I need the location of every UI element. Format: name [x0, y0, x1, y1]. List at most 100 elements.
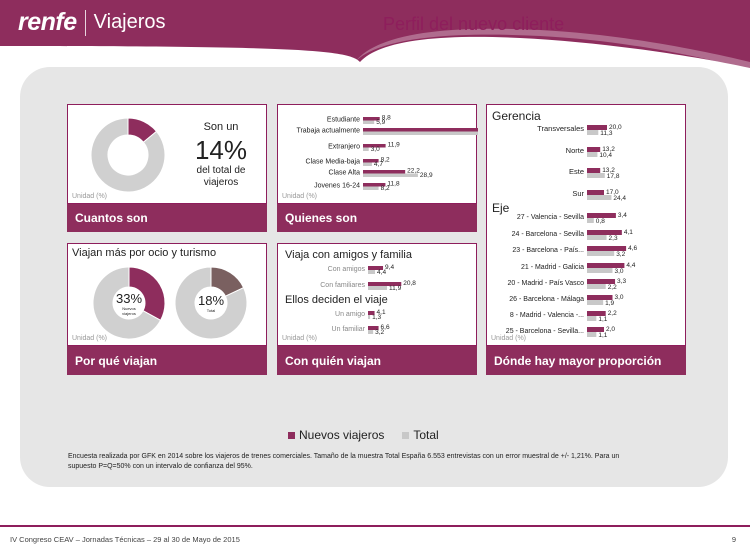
legend-item-total: Total — [402, 428, 439, 442]
quienes-value-label-nuevos: 8,8 — [382, 115, 391, 122]
conquien-bar-total — [368, 270, 376, 274]
eje-category-label: 21 - Madrid - Galicia — [521, 264, 584, 271]
eje-value-label-nuevos: 2,0 — [606, 326, 615, 333]
gerencia-value-label-total: 10,4 — [599, 152, 612, 159]
gerencia-value-label-total: 24,4 — [613, 195, 626, 202]
logo-divider — [84, 9, 86, 36]
eje-value-label-total: 2,2 — [608, 284, 617, 291]
conquien-value-label-total: 4,4 — [377, 269, 386, 276]
conquien-value-label-nuevos: 6,6 — [381, 324, 390, 331]
renfe-logo: renfe Viajeros — [18, 8, 166, 37]
quienes-value-label-total: 4,7 — [374, 161, 383, 168]
gerencia-bar-nuevos — [587, 168, 601, 173]
panel-donde: Gerencia Eje Transversales 20,0 11,3 Norte 1… — [486, 104, 686, 346]
eje-bar-total — [587, 284, 606, 289]
gerencia-bar-nuevos — [587, 125, 607, 130]
legend-item-nuevos: Nuevos viajeros — [288, 428, 384, 442]
eje-value-label-nuevos: 2,2 — [608, 310, 617, 317]
quienes-bar-nuevos — [363, 183, 386, 187]
quienes-category-label: Jovenes 16-24 — [314, 183, 360, 190]
porque-total-hole — [195, 287, 227, 319]
page-title: Perfil del nuevo cliente — [383, 14, 565, 34]
band-quienes: Quienes son — [277, 204, 477, 232]
cuantos-line1: Son un — [203, 121, 239, 133]
conquien-value-label-total: 1,3 — [372, 314, 381, 321]
conquien-value-label-nuevos: 20,8 — [403, 280, 416, 287]
donde-heading2: Eje — [492, 201, 510, 215]
quienes-category-label: Clase Alta — [328, 170, 360, 177]
eje-value-label-total: 0,8 — [596, 218, 605, 225]
panel-cuantos: Son un 14% del total de viajeros Unidad … — [67, 104, 267, 204]
gerencia-value-label-total: 11,3 — [600, 130, 613, 137]
pie2-label: Total — [206, 308, 216, 313]
page-number: 9 — [731, 535, 736, 544]
quienes-bar-nuevos — [363, 128, 503, 132]
gerencia-bar-nuevos — [587, 147, 601, 152]
conquien-bar-total — [368, 315, 371, 319]
quienes-category-label: Extranjero — [328, 144, 360, 151]
conquien-bar-total — [368, 330, 374, 334]
panel-porque: Viajan más por ocio y turismo 33% Nuevos… — [67, 243, 267, 346]
band-conquien: Con quién viajan — [277, 346, 477, 375]
eje-bar-nuevos — [587, 279, 616, 284]
conquien-bar-nuevos — [368, 266, 384, 270]
conquien-category-label: Con amigos — [328, 266, 366, 273]
chart-legend: Nuevos viajeros Total — [288, 428, 439, 442]
conquien-bar-nuevos — [368, 282, 402, 286]
conquien-bar-nuevos — [368, 311, 375, 315]
footer: IV Congreso CEAV – Jornadas Técnicas – 2… — [0, 525, 750, 556]
eje-bar-total — [587, 332, 597, 337]
panel-conquien: Viaja con amigos y familia Ellos deciden… — [277, 243, 477, 346]
gerencia-value-label-nuevos: 13,2 — [602, 167, 615, 174]
quienes-value-label-total: 5,9 — [376, 119, 385, 126]
brand-name: renfe — [18, 8, 77, 36]
eje-bar-nuevos — [587, 246, 627, 251]
conquien-bar-total — [368, 286, 388, 290]
eje-category-label: 26 - Barcelona - Málaga — [509, 296, 584, 303]
survey-note: Encuesta realizada por GFK en 2014 sobre… — [68, 453, 620, 470]
eje-value-label-total: 1,9 — [605, 300, 614, 307]
eje-category-label: 25 - Barcelona - Sevilla... — [506, 328, 584, 335]
cuantos-line3: viajeros — [203, 177, 239, 188]
cuantos-big-value: 14% — [194, 135, 248, 165]
eje-category-label: 23 - Barcelona - País... — [512, 247, 584, 254]
eje-value-label-nuevos: 4,4 — [626, 262, 635, 269]
pie-charts-porque — [92, 266, 248, 340]
gerencia-value-label-nuevos: 17,0 — [606, 189, 619, 196]
eje-value-label-nuevos: 3,4 — [618, 212, 627, 219]
eje-value-label-total: 2,3 — [609, 235, 618, 242]
quienes-bar-nuevos — [363, 170, 406, 174]
donut-chart-cuantos — [90, 117, 166, 193]
conquien-value-label-nuevos: 4,1 — [377, 309, 386, 316]
quienes-value-label-nuevos: 8,2 — [381, 157, 390, 164]
gerencia-category-label: Transversales — [537, 124, 584, 133]
quienes-bar-total — [363, 162, 372, 166]
unit-label: Unidad (%) — [282, 335, 318, 342]
eje-bar-total — [587, 300, 604, 305]
unit-label: Unidad (%) — [72, 335, 108, 342]
gerencia-bar-total — [587, 195, 612, 200]
donde-heading1: Gerencia — [492, 109, 541, 123]
quienes-value-label-total: 8,2 — [381, 185, 390, 192]
eje-bar-nuevos — [587, 263, 625, 268]
quienes-bar-total — [363, 131, 512, 135]
eje-value-label-nuevos: 4,1 — [624, 229, 633, 236]
eje-bar-nuevos — [587, 327, 604, 332]
pie2-pct: 18% — [197, 293, 225, 308]
eje-category-label: 20 - Madrid - País Vasco — [507, 280, 584, 287]
footer-text: IV Congreso CEAV – Jornadas Técnicas – 2… — [10, 535, 240, 544]
eje-bar-total — [587, 235, 607, 240]
eje-bar-nuevos — [587, 311, 606, 316]
quienes-category-label: Clase Media-baja — [306, 159, 361, 166]
quienes-value-label-total: 3,0 — [371, 146, 380, 153]
eje-bar-total — [587, 316, 597, 321]
pie1-label: Nuevos viajeros — [122, 306, 136, 316]
quienes-value-label-total: 28,9 — [420, 172, 433, 179]
eje-bar-nuevos — [587, 295, 613, 300]
gerencia-bar-total — [587, 173, 605, 178]
conquien-heading2: Ellos deciden el viaje — [285, 294, 388, 306]
quienes-category-label: Estudiante — [327, 117, 360, 124]
eje-value-label-nuevos: 4,6 — [628, 245, 637, 252]
conquien-category-label: Un familiar — [332, 326, 366, 333]
